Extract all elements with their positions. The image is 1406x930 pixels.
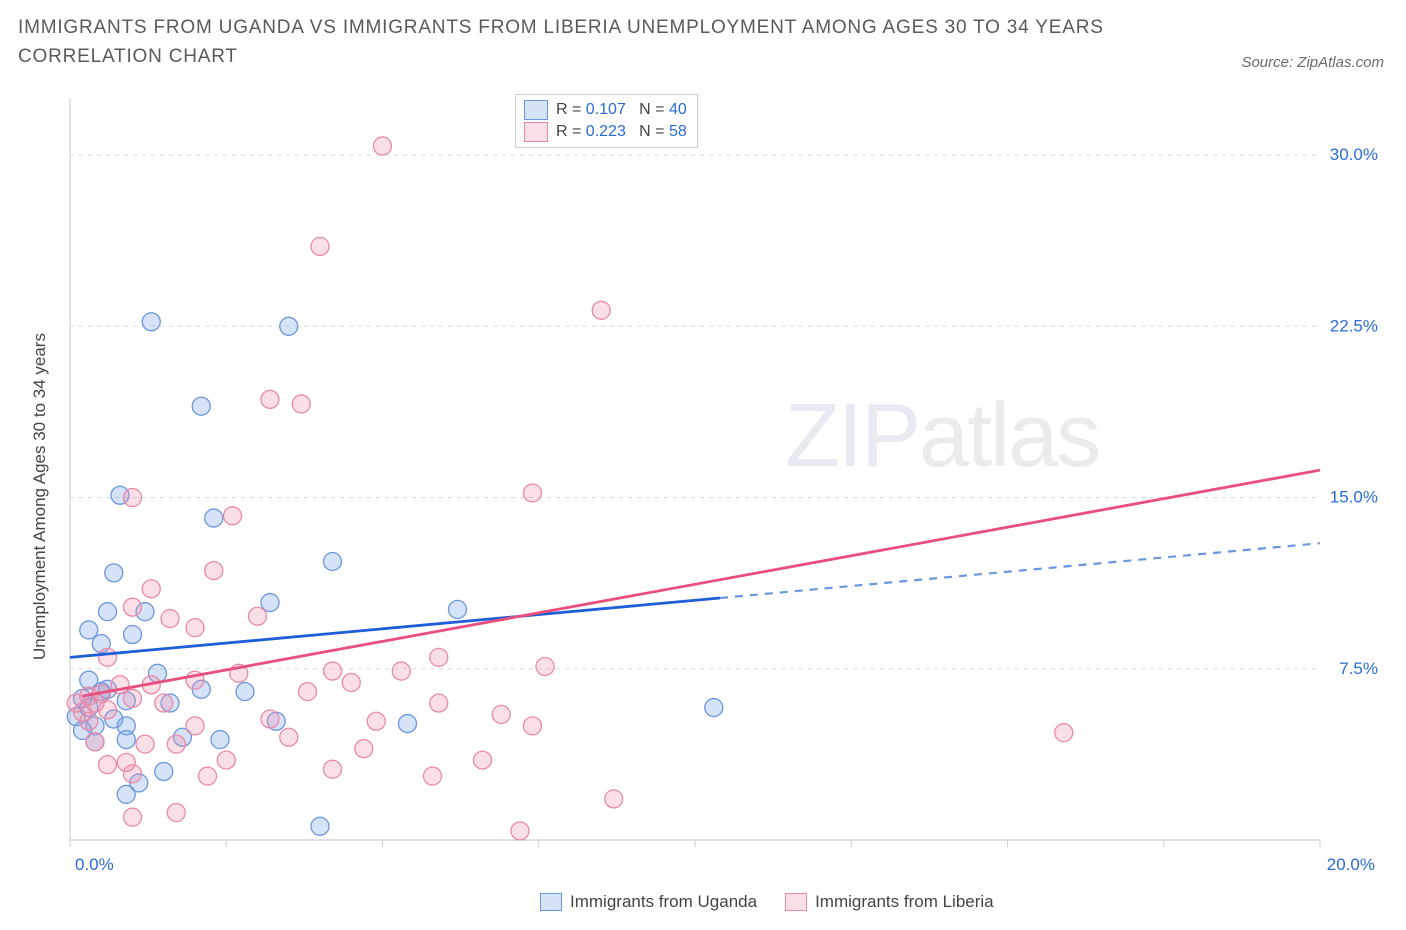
y-axis-label: Unemployment Among Ages 30 to 34 years [30, 333, 50, 660]
svg-text:15.0%: 15.0% [1330, 488, 1378, 507]
legend-series-item: Immigrants from Uganda [540, 892, 757, 912]
legend-swatch [524, 122, 548, 142]
legend-series-label: Immigrants from Uganda [570, 892, 757, 912]
chart-title: IMMIGRANTS FROM UGANDA VS IMMIGRANTS FRO… [18, 14, 1158, 71]
svg-text:22.5%: 22.5% [1330, 316, 1378, 335]
legend-stat-text: R = 0.223 N = 58 [556, 123, 687, 141]
chart-canvas: 7.5% 15.0% 22.5% 30.0% 0.0% 20.0% [65, 90, 1390, 880]
legend-series-item: Immigrants from Liberia [785, 892, 994, 912]
svg-text:7.5%: 7.5% [1339, 659, 1378, 678]
legend-stat-row: R = 0.223 N = 58 [524, 121, 687, 143]
legend-series: Immigrants from Uganda Immigrants from Li… [540, 892, 994, 912]
svg-text:20.0%: 20.0% [1327, 855, 1375, 874]
svg-text:30.0%: 30.0% [1330, 145, 1378, 164]
legend-swatch [785, 893, 807, 911]
legend-swatch [524, 100, 548, 120]
legend-stat-row: R = 0.107 N = 40 [524, 99, 687, 121]
source-attribution: Source: ZipAtlas.com [1241, 54, 1384, 71]
legend-swatch [540, 893, 562, 911]
legend-stat-text: R = 0.107 N = 40 [556, 101, 687, 119]
legend-series-label: Immigrants from Liberia [815, 892, 994, 912]
legend-stats-box: R = 0.107 N = 40 R = 0.223 N = 58 [515, 94, 698, 148]
svg-text:0.0%: 0.0% [75, 855, 114, 874]
scatter-plot: 7.5%15.0%22.5%30.0%0.0%20.0% ZIPatlas R … [65, 90, 1390, 880]
